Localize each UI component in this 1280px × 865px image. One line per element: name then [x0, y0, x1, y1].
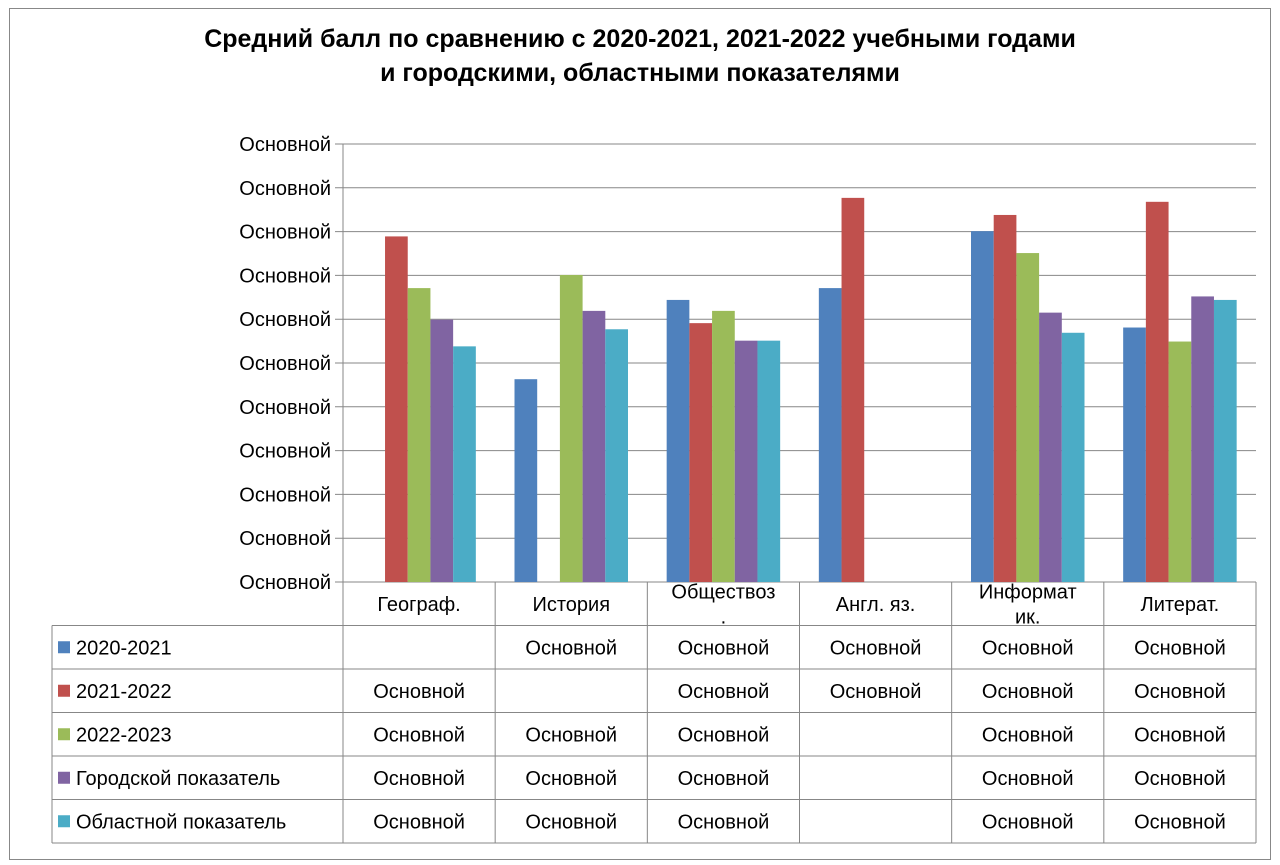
- bar: [1061, 332, 1085, 582]
- category-label: Литерат.: [1141, 594, 1220, 616]
- bar: [757, 340, 781, 582]
- category-label: Информат ик.: [979, 581, 1077, 628]
- legend-label: 2022-2023: [76, 724, 172, 746]
- y-tick-label: Основной: [239, 222, 331, 244]
- y-tick-label: Основной: [239, 484, 331, 506]
- bar: [559, 274, 583, 582]
- legend-label: 2020-2021: [76, 637, 172, 659]
- bar: [971, 231, 994, 583]
- bar: [582, 310, 606, 582]
- data-table-value: Основной: [1134, 768, 1226, 790]
- bar: [453, 346, 476, 582]
- data-table-value: Основной: [830, 681, 922, 703]
- data-table-value: Основной: [373, 681, 465, 703]
- bar: [666, 299, 690, 582]
- data-table-value: Основной: [982, 768, 1074, 790]
- bar: [1191, 296, 1214, 582]
- y-tick-label: Основной: [239, 528, 331, 550]
- y-tick-label: Основной: [239, 397, 331, 419]
- bar: [407, 288, 431, 582]
- legend-label: 2021-2022: [76, 681, 172, 703]
- legend-swatch: [58, 728, 70, 741]
- bar: [689, 323, 713, 582]
- legend-label: Городской показатель: [76, 768, 280, 790]
- bar: [712, 310, 735, 582]
- y-tick-label: Основной: [239, 309, 331, 331]
- y-tick-label: Основной: [239, 265, 331, 287]
- data-table-value: Основной: [678, 768, 770, 790]
- bar: [1123, 327, 1146, 582]
- bar: [734, 340, 758, 582]
- bar: [1213, 299, 1237, 582]
- category-label: История: [532, 594, 610, 616]
- data-table-value: Основной: [1134, 637, 1226, 659]
- bar: [993, 214, 1017, 582]
- category-label: Англ. яз.: [836, 594, 916, 616]
- bar: [1168, 341, 1192, 582]
- data-table-value: Основной: [982, 724, 1074, 746]
- bar: [514, 379, 538, 582]
- y-tick-label: Основной: [239, 134, 331, 156]
- chart-title: Средний балл по сравнению с 2020-2021, 2…: [204, 25, 1076, 87]
- category-label: Географ.: [377, 594, 460, 616]
- bar: [818, 288, 842, 582]
- data-table-value: Основной: [373, 768, 465, 790]
- y-tick-label: Основной: [239, 178, 331, 200]
- data-table-value: Основной: [373, 811, 465, 833]
- data-table-value: Основной: [982, 637, 1074, 659]
- y-tick-label: Основной: [239, 441, 331, 463]
- data-table-value: Основной: [1134, 811, 1226, 833]
- bar: [1039, 312, 1062, 582]
- data-table-value: Основной: [525, 768, 617, 790]
- legend-swatch: [58, 771, 70, 784]
- bar: [1145, 201, 1169, 583]
- y-tick-label: Основной: [239, 572, 331, 594]
- legend-swatch: [58, 684, 70, 697]
- bar: [605, 329, 628, 582]
- category-label: Обществоз.: [671, 581, 775, 628]
- data-table-value: Основной: [525, 724, 617, 746]
- data-table-value: Основной: [678, 637, 770, 659]
- legend-swatch: [58, 815, 70, 828]
- data-table-value: Основной: [678, 681, 770, 703]
- data-table-value: Основной: [525, 637, 617, 659]
- legend-swatch: [58, 641, 70, 654]
- bar: [841, 197, 865, 582]
- data-table-value: Основной: [525, 811, 617, 833]
- data-table-value: Основной: [678, 811, 770, 833]
- data-table-value: Основной: [373, 724, 465, 746]
- data-table-value: Основной: [982, 681, 1074, 703]
- data-table-value: Основной: [830, 637, 922, 659]
- legend-label: Областной показатель: [76, 811, 286, 833]
- bar: [430, 319, 454, 582]
- bar: [1016, 253, 1040, 582]
- data-table-value: Основной: [1134, 681, 1226, 703]
- y-tick-label: Основной: [239, 353, 331, 375]
- data-table-value: Основной: [678, 724, 770, 746]
- data-table-value: Основной: [1134, 724, 1226, 746]
- bar: [385, 236, 408, 582]
- data-table-value: Основной: [982, 811, 1074, 833]
